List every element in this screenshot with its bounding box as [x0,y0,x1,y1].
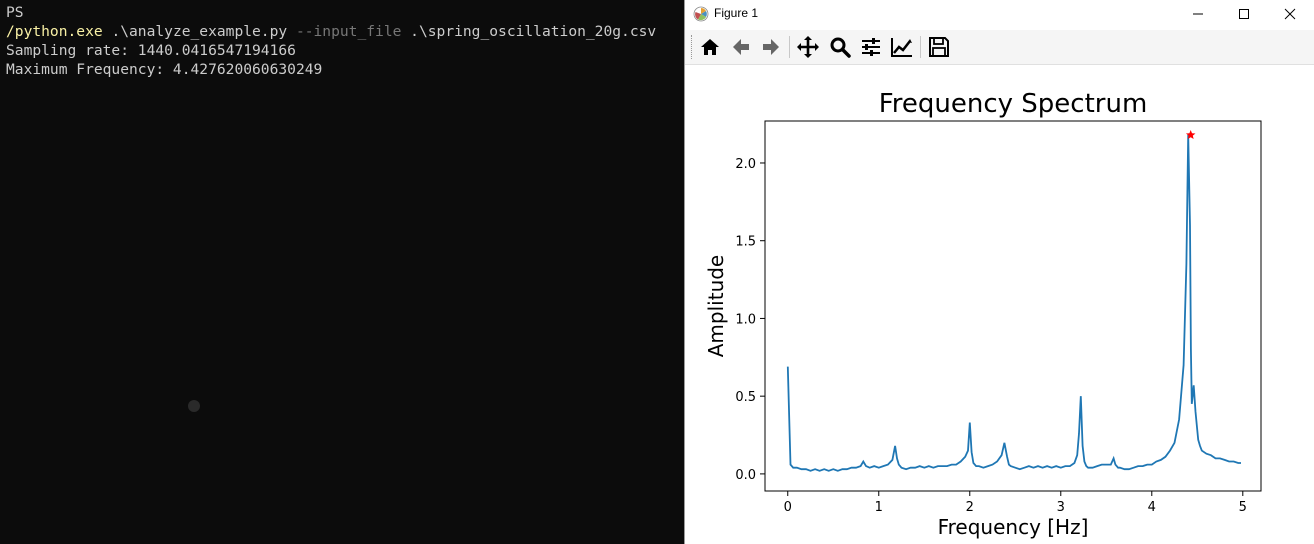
x-tick-label: 2 [966,500,974,515]
x-tick-label: 5 [1239,500,1247,515]
back-button[interactable] [727,33,755,61]
toolbar-separator [920,36,921,58]
spectrum-line [786,134,1241,472]
y-tick-label: 2.0 [735,157,756,172]
command-file: .\spring_oscillation_20g.csv [401,23,657,40]
figure-window: Figure 1 [684,0,1314,544]
y-axis-ticks: 0.0 0.5 1.0 1.5 2.0 [735,157,765,483]
forward-button[interactable] [757,33,785,61]
figure-canvas[interactable]: Frequency Spectrum 0.0 0.5 1.0 1.5 2.0 0 1 2 3 4… [685,64,1313,544]
configure-subplots-button[interactable] [857,33,885,61]
edit-axis-button[interactable] [888,33,916,61]
home-button[interactable] [696,33,724,61]
x-axis-label: Frequency [Hz] [938,515,1089,539]
minimize-icon [1193,13,1203,15]
x-axis-ticks: 0 1 2 3 4 5 [784,491,1247,515]
y-tick-label: 1.5 [735,235,756,250]
home-icon [701,39,719,55]
x-tick-label: 1 [875,500,883,515]
terminal-prompt: PS [6,4,24,21]
y-tick-label: 0.0 [735,468,756,483]
subplots-config-icon [862,38,880,56]
close-icon [1284,8,1296,20]
navigation-toolbar [685,30,1314,65]
pan-button[interactable] [794,33,822,61]
forward-arrow-icon [763,39,779,55]
save-button[interactable] [925,33,953,61]
toolbar-grip[interactable] [691,35,695,59]
edit-axis-icon [891,38,912,57]
x-tick-label: 3 [1057,500,1065,515]
terminal-pane[interactable]: PS /python.exe .\analyze_example.py --in… [0,0,684,544]
chart-title: Frequency Spectrum [879,89,1148,119]
command-flag: --input_file [295,23,402,40]
minimize-button[interactable] [1175,0,1221,28]
title-bar[interactable]: Figure 1 [685,0,1314,28]
command-script: .\analyze_example.py [102,23,296,40]
close-button[interactable] [1267,0,1313,28]
zoom-button[interactable] [826,33,854,61]
x-tick-label: 4 [1148,500,1156,515]
plot-area [764,120,1262,492]
y-axis-label: Amplitude [704,255,728,358]
window-title: Figure 1 [714,6,759,20]
y-tick-label: 0.5 [735,390,756,405]
matplotlib-icon [693,6,709,22]
maximize-icon [1239,9,1249,19]
command-executable: /python.exe [6,23,103,40]
zoom-icon [830,37,851,58]
terminal-output-sampling-rate: Sampling rate: 1440.0416547194166 [6,42,296,59]
toolbar-separator [789,36,790,58]
maximize-button[interactable] [1221,0,1267,28]
x-tick-label: 0 [784,500,792,515]
back-arrow-icon [733,39,749,55]
save-icon [929,37,949,57]
pan-icon [797,36,819,58]
mouse-cursor-icon [188,400,200,412]
y-tick-label: 1.0 [735,312,756,327]
terminal-command-line: /python.exe .\analyze_example.py --input… [6,22,656,41]
terminal-output-max-frequency: Maximum Frequency: 4.427620060630249 [6,61,323,78]
peak-marker [1185,129,1196,140]
